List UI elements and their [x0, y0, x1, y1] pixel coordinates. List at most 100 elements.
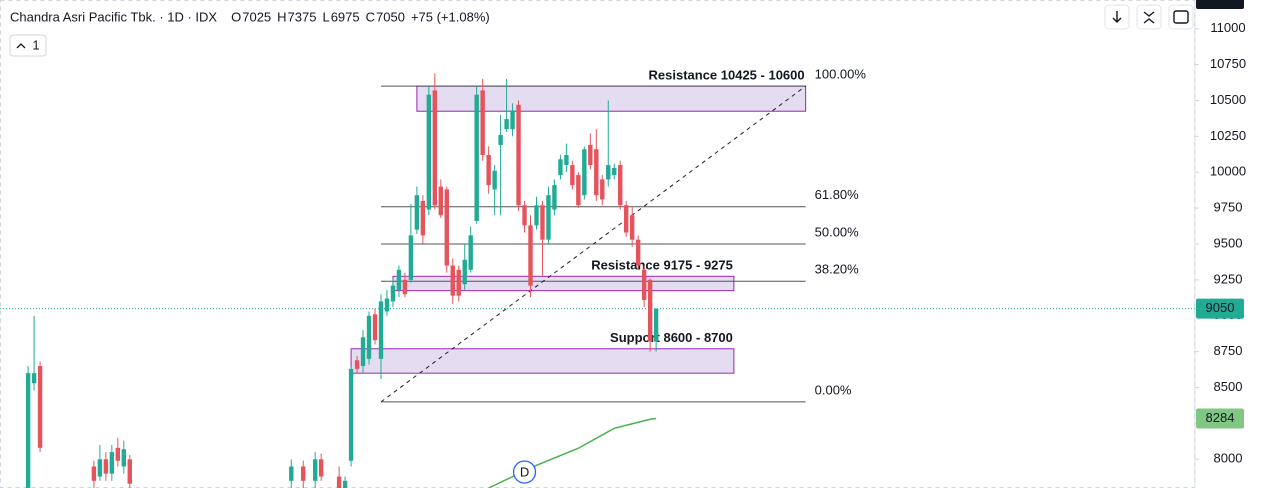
ohlc-value: 6975	[331, 9, 360, 24]
candle-body	[522, 205, 527, 226]
candle-body	[348, 368, 354, 461]
indicator-toggle[interactable]	[9, 34, 47, 57]
candle-body	[37, 366, 43, 448]
candle-body	[390, 285, 396, 302]
button-fullscreen[interactable]	[1168, 4, 1194, 30]
price-axis: 8000825085008750900092509500975010000102…	[1195, 0, 1246, 466]
candle-body	[354, 360, 360, 369]
candle-body	[474, 94, 479, 222]
zone-label: Resistance 9175 - 9275	[591, 258, 733, 273]
candle-body	[582, 149, 587, 196]
candle-body	[647, 279, 653, 342]
candle-body	[462, 259, 467, 285]
candle-body	[635, 239, 641, 266]
fib-label: 38.20%	[815, 262, 860, 277]
candle-body	[528, 225, 533, 286]
arrow-icon	[1112, 11, 1122, 23]
candle-body	[115, 447, 121, 461]
candle-body	[360, 337, 366, 366]
candle-body	[378, 301, 384, 359]
zone-label: Resistance 10425 - 10600	[649, 68, 805, 83]
y-tick-label: 10750	[1210, 56, 1246, 71]
y-tick-label: 9500	[1214, 235, 1243, 250]
zone	[350, 348, 735, 374]
fullscreen-icon	[1173, 10, 1189, 24]
candle-body	[312, 459, 318, 481]
candle-body	[301, 466, 306, 481]
candle-body	[97, 459, 103, 477]
candle-body	[342, 480, 348, 488]
candle-body	[486, 155, 491, 186]
candle-body	[444, 189, 449, 266]
candle-body	[432, 90, 438, 206]
ma-price-label: 8284	[1206, 410, 1235, 425]
zone-label: Support 8600 - 8700	[610, 330, 733, 345]
candle-body	[492, 170, 497, 190]
candle-body	[31, 373, 37, 384]
y-tick-label: 10500	[1210, 92, 1246, 107]
top-price-label: 11200	[1202, 0, 1237, 6]
top-price-box	[1196, 0, 1244, 9]
last-price-box	[1196, 298, 1244, 319]
ohlc-key: C	[366, 9, 375, 24]
ohlc-key: O	[231, 9, 241, 24]
candle-body	[420, 200, 426, 236]
candle-body	[408, 235, 414, 280]
fib-label: 61.80%	[815, 187, 860, 202]
event-label: D	[520, 464, 529, 479]
caret-icon	[16, 43, 26, 49]
candle-body	[402, 279, 408, 295]
ohlc-key: H	[277, 9, 286, 24]
y-tick-label: 9750	[1214, 200, 1243, 215]
ohlc-value: 7025	[242, 9, 271, 24]
candle-body	[336, 476, 342, 488]
candle-body	[552, 185, 557, 210]
chart-title: Chandra Asri Pacific Tbk. · 1D · IDX	[10, 9, 217, 24]
candle-body	[318, 459, 324, 477]
candle-body	[396, 269, 402, 290]
y-tick-label: 10250	[1210, 128, 1246, 143]
y-tick-label: 9250	[1214, 271, 1243, 286]
ma-price-box	[1196, 408, 1244, 429]
candle-body	[414, 195, 420, 230]
candle-body	[372, 314, 378, 341]
candle-body	[534, 205, 539, 226]
indicator-count: 1	[32, 37, 39, 52]
candle-body	[540, 205, 545, 240]
candle-body	[109, 452, 115, 474]
candle-body	[564, 155, 569, 166]
candle-body	[641, 269, 647, 300]
candle-body	[366, 315, 372, 359]
fib-trend	[380, 85, 806, 403]
candle-body	[558, 159, 563, 176]
candle-body	[624, 205, 629, 233]
ohlc-value: 7375	[288, 9, 317, 24]
candle-body	[606, 165, 611, 180]
y-tick-label: 11000	[1210, 20, 1245, 35]
y-tick-label: 8750	[1214, 343, 1243, 358]
candle-body	[653, 308, 659, 342]
candle-body	[570, 165, 575, 186]
candle-body	[480, 90, 485, 156]
event-marker	[512, 460, 537, 484]
header: Chandra Asri Pacific Tbk. · 1D · IDX 1 O…	[9, 4, 1194, 57]
ohlc-key: L	[322, 9, 329, 24]
candle-body	[25, 373, 31, 488]
candle-body	[510, 110, 515, 130]
zone	[392, 275, 735, 292]
button-collapse[interactable]	[1136, 4, 1162, 30]
candle-body	[629, 215, 635, 240]
candle-body	[588, 144, 593, 166]
candle-body	[498, 134, 503, 145]
y-tick-label: 8500	[1214, 379, 1243, 394]
plot-area: Resistance 10425 - 10600 Resistance 9175 …	[0, 67, 1195, 488]
candle-body	[103, 459, 109, 474]
collapse-icon	[1143, 11, 1155, 24]
candle-body	[456, 269, 461, 296]
candle-body	[516, 104, 521, 206]
candle-body	[450, 265, 455, 296]
candle-body	[438, 186, 443, 216]
y-tick-label: 8000	[1214, 451, 1243, 466]
candle-body	[289, 466, 294, 481]
candle-body	[121, 449, 127, 467]
